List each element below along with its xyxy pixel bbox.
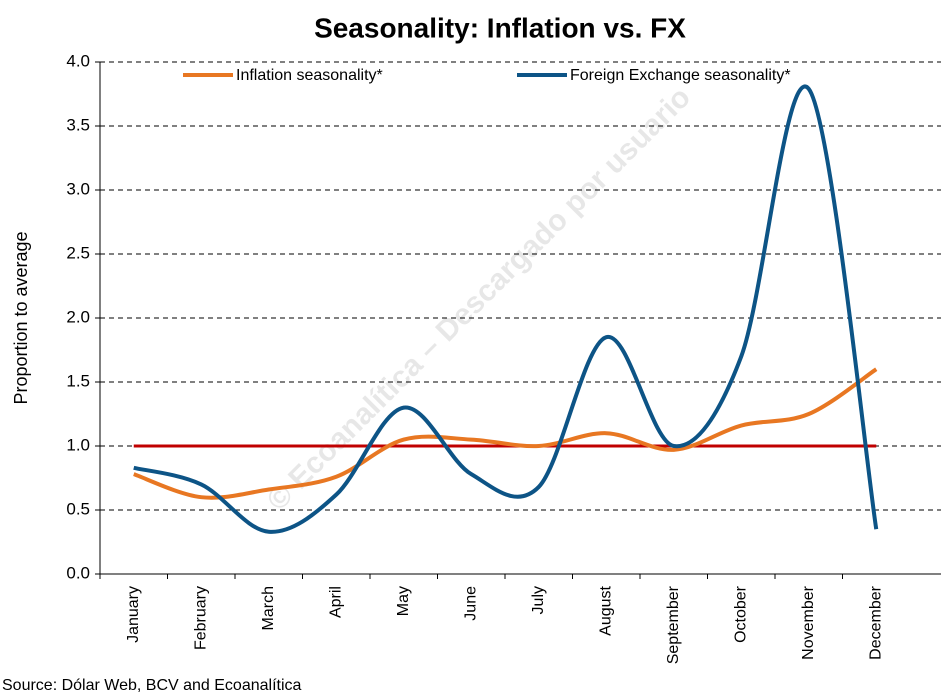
y-tick-label: 0.5	[66, 499, 90, 518]
x-tick-label: March	[260, 586, 277, 630]
x-tick-label: September	[665, 585, 682, 664]
y-tick-label: 2.5	[66, 243, 90, 262]
y-tick-label: 2.0	[66, 307, 90, 326]
y-tick-label: 1.5	[66, 371, 90, 390]
legend-label: Foreign Exchange seasonality*	[570, 67, 791, 84]
legend-label: Inflation seasonality*	[236, 67, 383, 84]
y-axis-title: Proportion to average	[11, 231, 31, 404]
x-tick-label: August	[597, 585, 614, 635]
x-tick-label: July	[530, 586, 547, 614]
watermark: © Ecoanalítica – Descargado por usuario	[261, 81, 697, 517]
x-tick-label: June	[462, 586, 479, 621]
y-tick-label: 4.0	[66, 51, 90, 70]
y-tick-label: 3.5	[66, 115, 90, 134]
x-tick-label: January	[125, 586, 142, 643]
y-tick-label: 3.0	[66, 179, 90, 198]
x-tick-label: October	[732, 585, 749, 643]
x-tick-label: December	[867, 585, 884, 659]
series-line	[133, 84, 879, 534]
series-line	[133, 367, 878, 500]
x-tick-label: February	[192, 586, 209, 650]
chart-title: Seasonality: Inflation vs. FX	[314, 12, 686, 43]
y-tick-label: 0.0	[66, 563, 90, 582]
x-tick-label: May	[395, 586, 412, 616]
x-tick-label: November	[800, 585, 817, 659]
source-note: Source: Dólar Web, BCV and Ecoanalítica	[2, 677, 302, 694]
y-tick-label: 1.0	[66, 435, 90, 454]
x-tick-label: April	[327, 586, 344, 618]
